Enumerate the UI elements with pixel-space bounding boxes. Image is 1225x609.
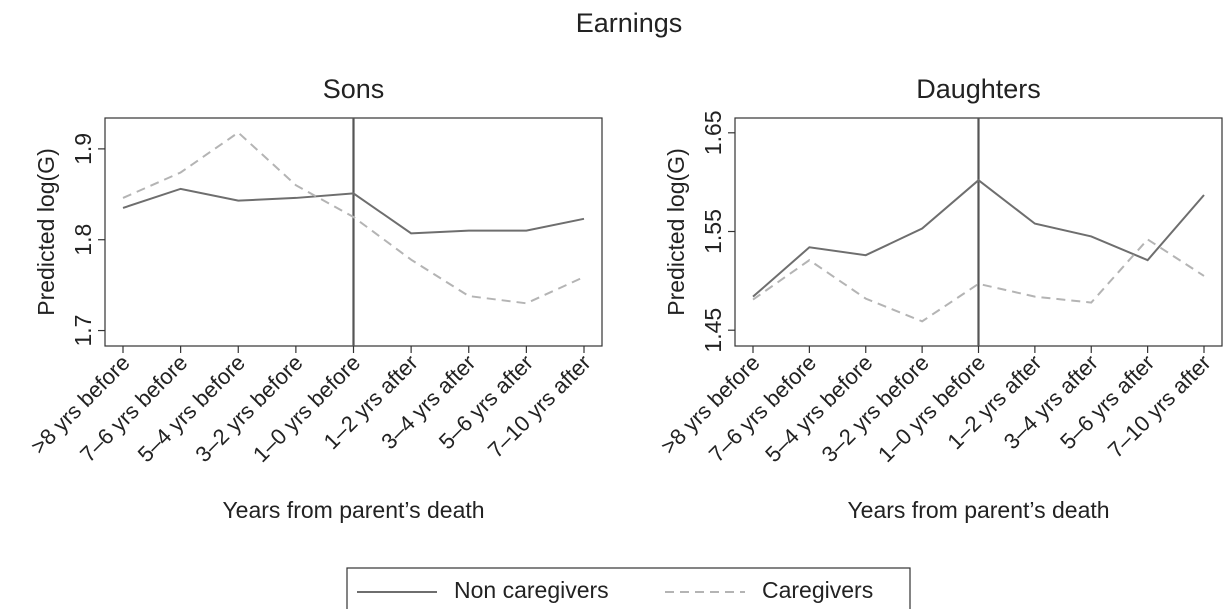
y-tick-label: 1.55 — [700, 209, 726, 254]
series-line — [752, 178, 1205, 298]
y-axis-label: Predicted log(G) — [33, 148, 59, 315]
y-tick-label: 1.7 — [70, 315, 96, 347]
y-tick-label: 1.45 — [700, 308, 726, 353]
figure-title: Earnings — [576, 8, 683, 38]
panel-title: Daughters — [916, 74, 1041, 104]
legend-box — [346, 567, 911, 609]
x-tick-label: >8 yrs before — [26, 350, 135, 459]
series-line — [122, 187, 585, 235]
x-axis-label: Years from parent’s death — [847, 497, 1109, 523]
legend-label: Caregivers — [762, 577, 873, 603]
series-line — [752, 238, 1205, 323]
x-tick-label: 7–10 yrs after — [483, 350, 596, 463]
y-tick-label: 1.9 — [70, 133, 96, 165]
y-tick-label: 1.8 — [70, 224, 96, 256]
series-line — [122, 131, 585, 305]
x-axis-label: Years from parent’s death — [222, 497, 484, 523]
panel-title: Sons — [323, 74, 385, 104]
y-axis-label: Predicted log(G) — [663, 148, 689, 315]
legend-label: Non caregivers — [454, 577, 609, 603]
y-tick-label: 1.65 — [700, 110, 726, 155]
